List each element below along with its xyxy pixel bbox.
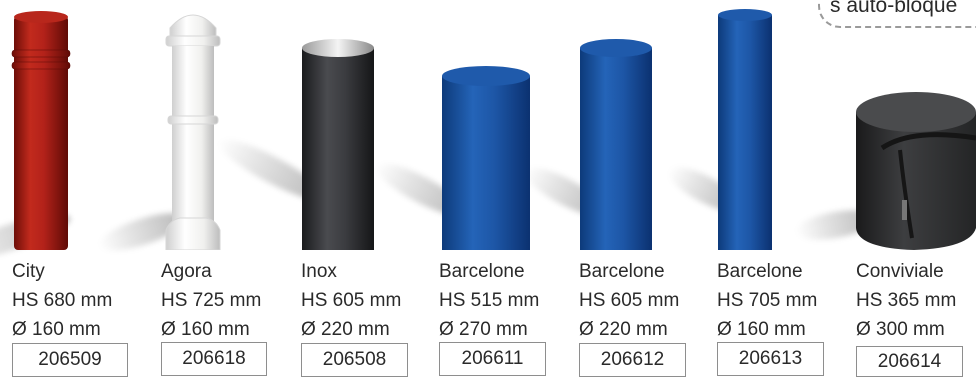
bollard-image-inox	[302, 39, 374, 250]
product-diameter: Ø 220 mm	[301, 319, 390, 340]
product-diameter: Ø 160 mm	[717, 319, 806, 340]
bollard-image-barcelone-515	[442, 66, 530, 250]
product-name: Barcelone	[439, 261, 525, 282]
product-height: HS 515 mm	[439, 290, 540, 311]
product-reference-box: 206508	[301, 343, 408, 377]
product-caption: Barcelone HS 705 mm Ø 160 mm	[717, 257, 817, 344]
product-height: HS 365 mm	[856, 290, 957, 311]
product-reference-box: 206614	[856, 346, 963, 377]
bollard-image-agora	[165, 14, 221, 250]
product-reference-box: 206618	[161, 342, 267, 376]
product-reference-box: 206611	[439, 342, 546, 376]
product-caption: Agora HS 725 mm Ø 160 mm	[161, 257, 261, 344]
product-caption: Barcelone HS 515 mm Ø 270 mm	[439, 257, 539, 344]
callout-bubble	[818, 0, 976, 28]
product-reference: 206614	[877, 351, 942, 372]
product-diameter: Ø 300 mm	[856, 319, 945, 340]
product-height: HS 605 mm	[301, 290, 402, 311]
product-caption: Conviviale HS 365 mm Ø 300 mm	[856, 257, 956, 344]
product-reference: 206618	[182, 348, 246, 369]
product-name: City	[12, 261, 45, 282]
bollard-image-barcelone-705	[718, 9, 772, 250]
product-name: Barcelone	[579, 261, 665, 282]
product-height: HS 725 mm	[161, 290, 262, 311]
product-reference-box: 206613	[717, 342, 824, 376]
product-caption: City HS 680 mm Ø 160 mm	[12, 257, 112, 344]
product-diameter: Ø 160 mm	[161, 319, 250, 340]
bollard-image-conviviale	[856, 92, 976, 250]
product-caption: Barcelone HS 605 mm Ø 220 mm	[579, 257, 679, 344]
product-name: Inox	[301, 261, 337, 282]
product-caption: Inox HS 605 mm Ø 220 mm	[301, 257, 401, 344]
product-height: HS 605 mm	[579, 290, 680, 311]
product-name: Conviviale	[856, 261, 944, 282]
product-height: HS 680 mm	[12, 290, 113, 311]
callout-text: s auto-bloque	[830, 0, 958, 17]
product-name: Barcelone	[717, 261, 803, 282]
product-reference: 206612	[600, 349, 665, 370]
product-reference-box: 206509	[12, 343, 128, 377]
product-name: Agora	[161, 261, 212, 282]
product-reference: 206509	[38, 349, 102, 370]
product-reference: 206611	[461, 348, 524, 369]
product-diameter: Ø 220 mm	[579, 319, 668, 340]
product-reference: 206613	[738, 348, 803, 369]
bollard-image-barcelone-605	[580, 39, 652, 250]
bollard-image-city	[11, 11, 71, 250]
product-reference-box: 206612	[579, 343, 686, 377]
product-height: HS 705 mm	[717, 290, 818, 311]
product-diameter: Ø 160 mm	[12, 319, 101, 340]
product-diameter: Ø 270 mm	[439, 319, 528, 340]
product-reference: 206508	[322, 349, 387, 370]
